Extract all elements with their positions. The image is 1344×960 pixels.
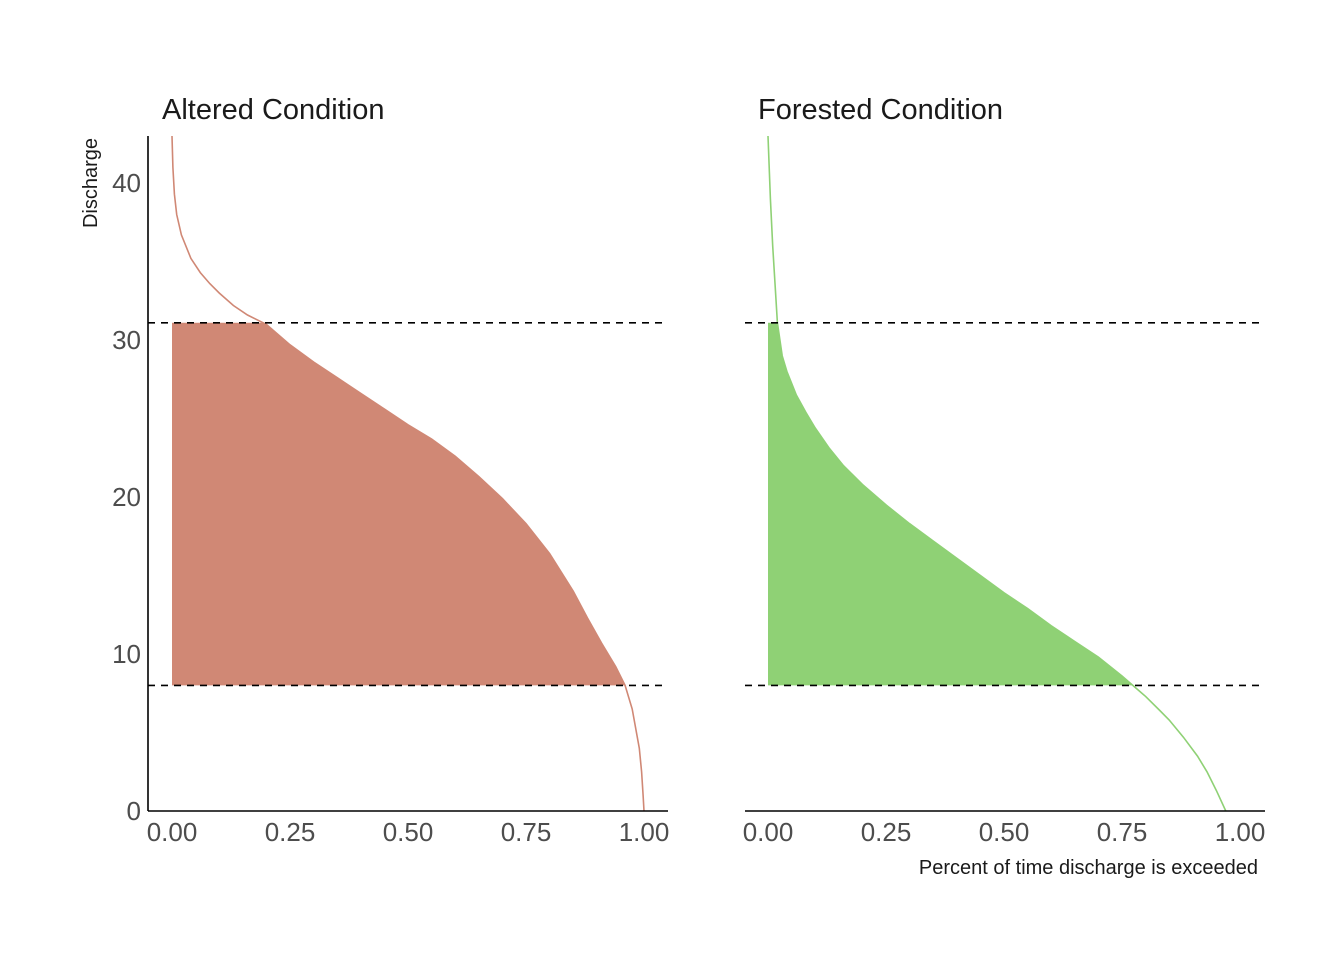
x-tick-label: 0.50 [383, 817, 434, 847]
x-tick-label: 1.00 [1215, 817, 1266, 847]
x-tick-label: 0.75 [501, 817, 552, 847]
forested-condition-panel: Forested Condition Percent of time disch… [743, 94, 1266, 879]
x-tick-label: 0.00 [743, 817, 794, 847]
shaded-discharge-area [768, 322, 1133, 686]
y-tick-label: 20 [112, 482, 141, 512]
altered-panel-title: Altered Condition [162, 94, 384, 126]
y-tick-label: 40 [112, 168, 141, 198]
x-tick-label: 0.50 [979, 817, 1030, 847]
y-tick-label: 30 [112, 325, 141, 355]
x-tick-label: 0.75 [1097, 817, 1148, 847]
altered-condition-panel: Altered Condition Discharge 0.00 0.25 0.50… [80, 94, 669, 847]
x-tick-label: 0.00 [147, 817, 198, 847]
flow-duration-curve [767, 135, 1227, 812]
y-tick-label: 10 [112, 639, 141, 669]
x-tick-label: 0.25 [265, 817, 316, 847]
y-tick-label: 0 [127, 796, 141, 826]
shaded-discharge-area [172, 322, 626, 686]
forested-panel-title: Forested Condition [758, 94, 1003, 126]
y-axis-title: Discharge [80, 138, 102, 228]
x-tick-label: 1.00 [619, 817, 670, 847]
x-axis-title: Percent of time discharge is exceeded [919, 857, 1258, 879]
flow-duration-curve [171, 135, 645, 812]
x-tick-label: 0.25 [861, 817, 912, 847]
